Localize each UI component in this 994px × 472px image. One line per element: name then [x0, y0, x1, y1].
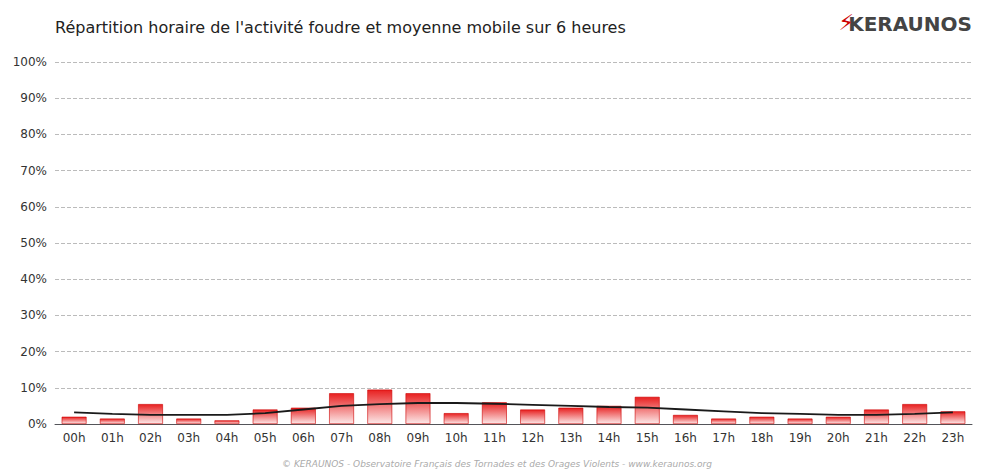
svg-text:00h: 00h [63, 431, 86, 445]
svg-text:30%: 30% [20, 308, 47, 322]
svg-text:22h: 22h [903, 431, 926, 445]
svg-text:14h: 14h [598, 431, 621, 445]
svg-text:90%: 90% [20, 91, 47, 105]
svg-text:20%: 20% [20, 345, 47, 359]
svg-text:⚡: ⚡ [839, 10, 854, 35]
svg-text:KERAUNOS: KERAUNOS [848, 12, 972, 36]
svg-text:Répartition horaire de l'activ: Répartition horaire de l'activité foudre… [55, 18, 626, 37]
svg-text:23h: 23h [941, 431, 964, 445]
svg-text:19h: 19h [789, 431, 812, 445]
svg-text:10h: 10h [445, 431, 468, 445]
svg-text:01h: 01h [101, 431, 124, 445]
svg-text:40%: 40% [20, 272, 47, 286]
svg-text:80%: 80% [20, 127, 47, 141]
svg-text:17h: 17h [712, 431, 735, 445]
svg-text:60%: 60% [20, 200, 47, 214]
svg-text:15h: 15h [636, 431, 659, 445]
svg-text:07h: 07h [330, 431, 353, 445]
svg-text:05h: 05h [254, 431, 277, 445]
svg-text:50%: 50% [20, 236, 47, 250]
svg-text:12h: 12h [521, 431, 544, 445]
svg-text:09h: 09h [407, 431, 430, 445]
svg-text:20h: 20h [827, 431, 850, 445]
svg-text:100%: 100% [13, 55, 47, 69]
svg-text:21h: 21h [865, 431, 888, 445]
svg-text:13h: 13h [559, 431, 582, 445]
svg-text:11h: 11h [483, 431, 506, 445]
svg-text:0%: 0% [28, 417, 47, 431]
svg-text:© KERAUNOS - Observatoire Fran: © KERAUNOS - Observatoire Français des T… [282, 459, 712, 469]
svg-text:18h: 18h [750, 431, 773, 445]
svg-text:08h: 08h [368, 431, 391, 445]
svg-text:06h: 06h [292, 431, 315, 445]
svg-text:04h: 04h [216, 431, 239, 445]
svg-text:02h: 02h [139, 431, 162, 445]
svg-text:03h: 03h [177, 431, 200, 445]
svg-text:70%: 70% [20, 164, 47, 178]
svg-text:10%: 10% [20, 381, 47, 395]
svg-text:16h: 16h [674, 431, 697, 445]
